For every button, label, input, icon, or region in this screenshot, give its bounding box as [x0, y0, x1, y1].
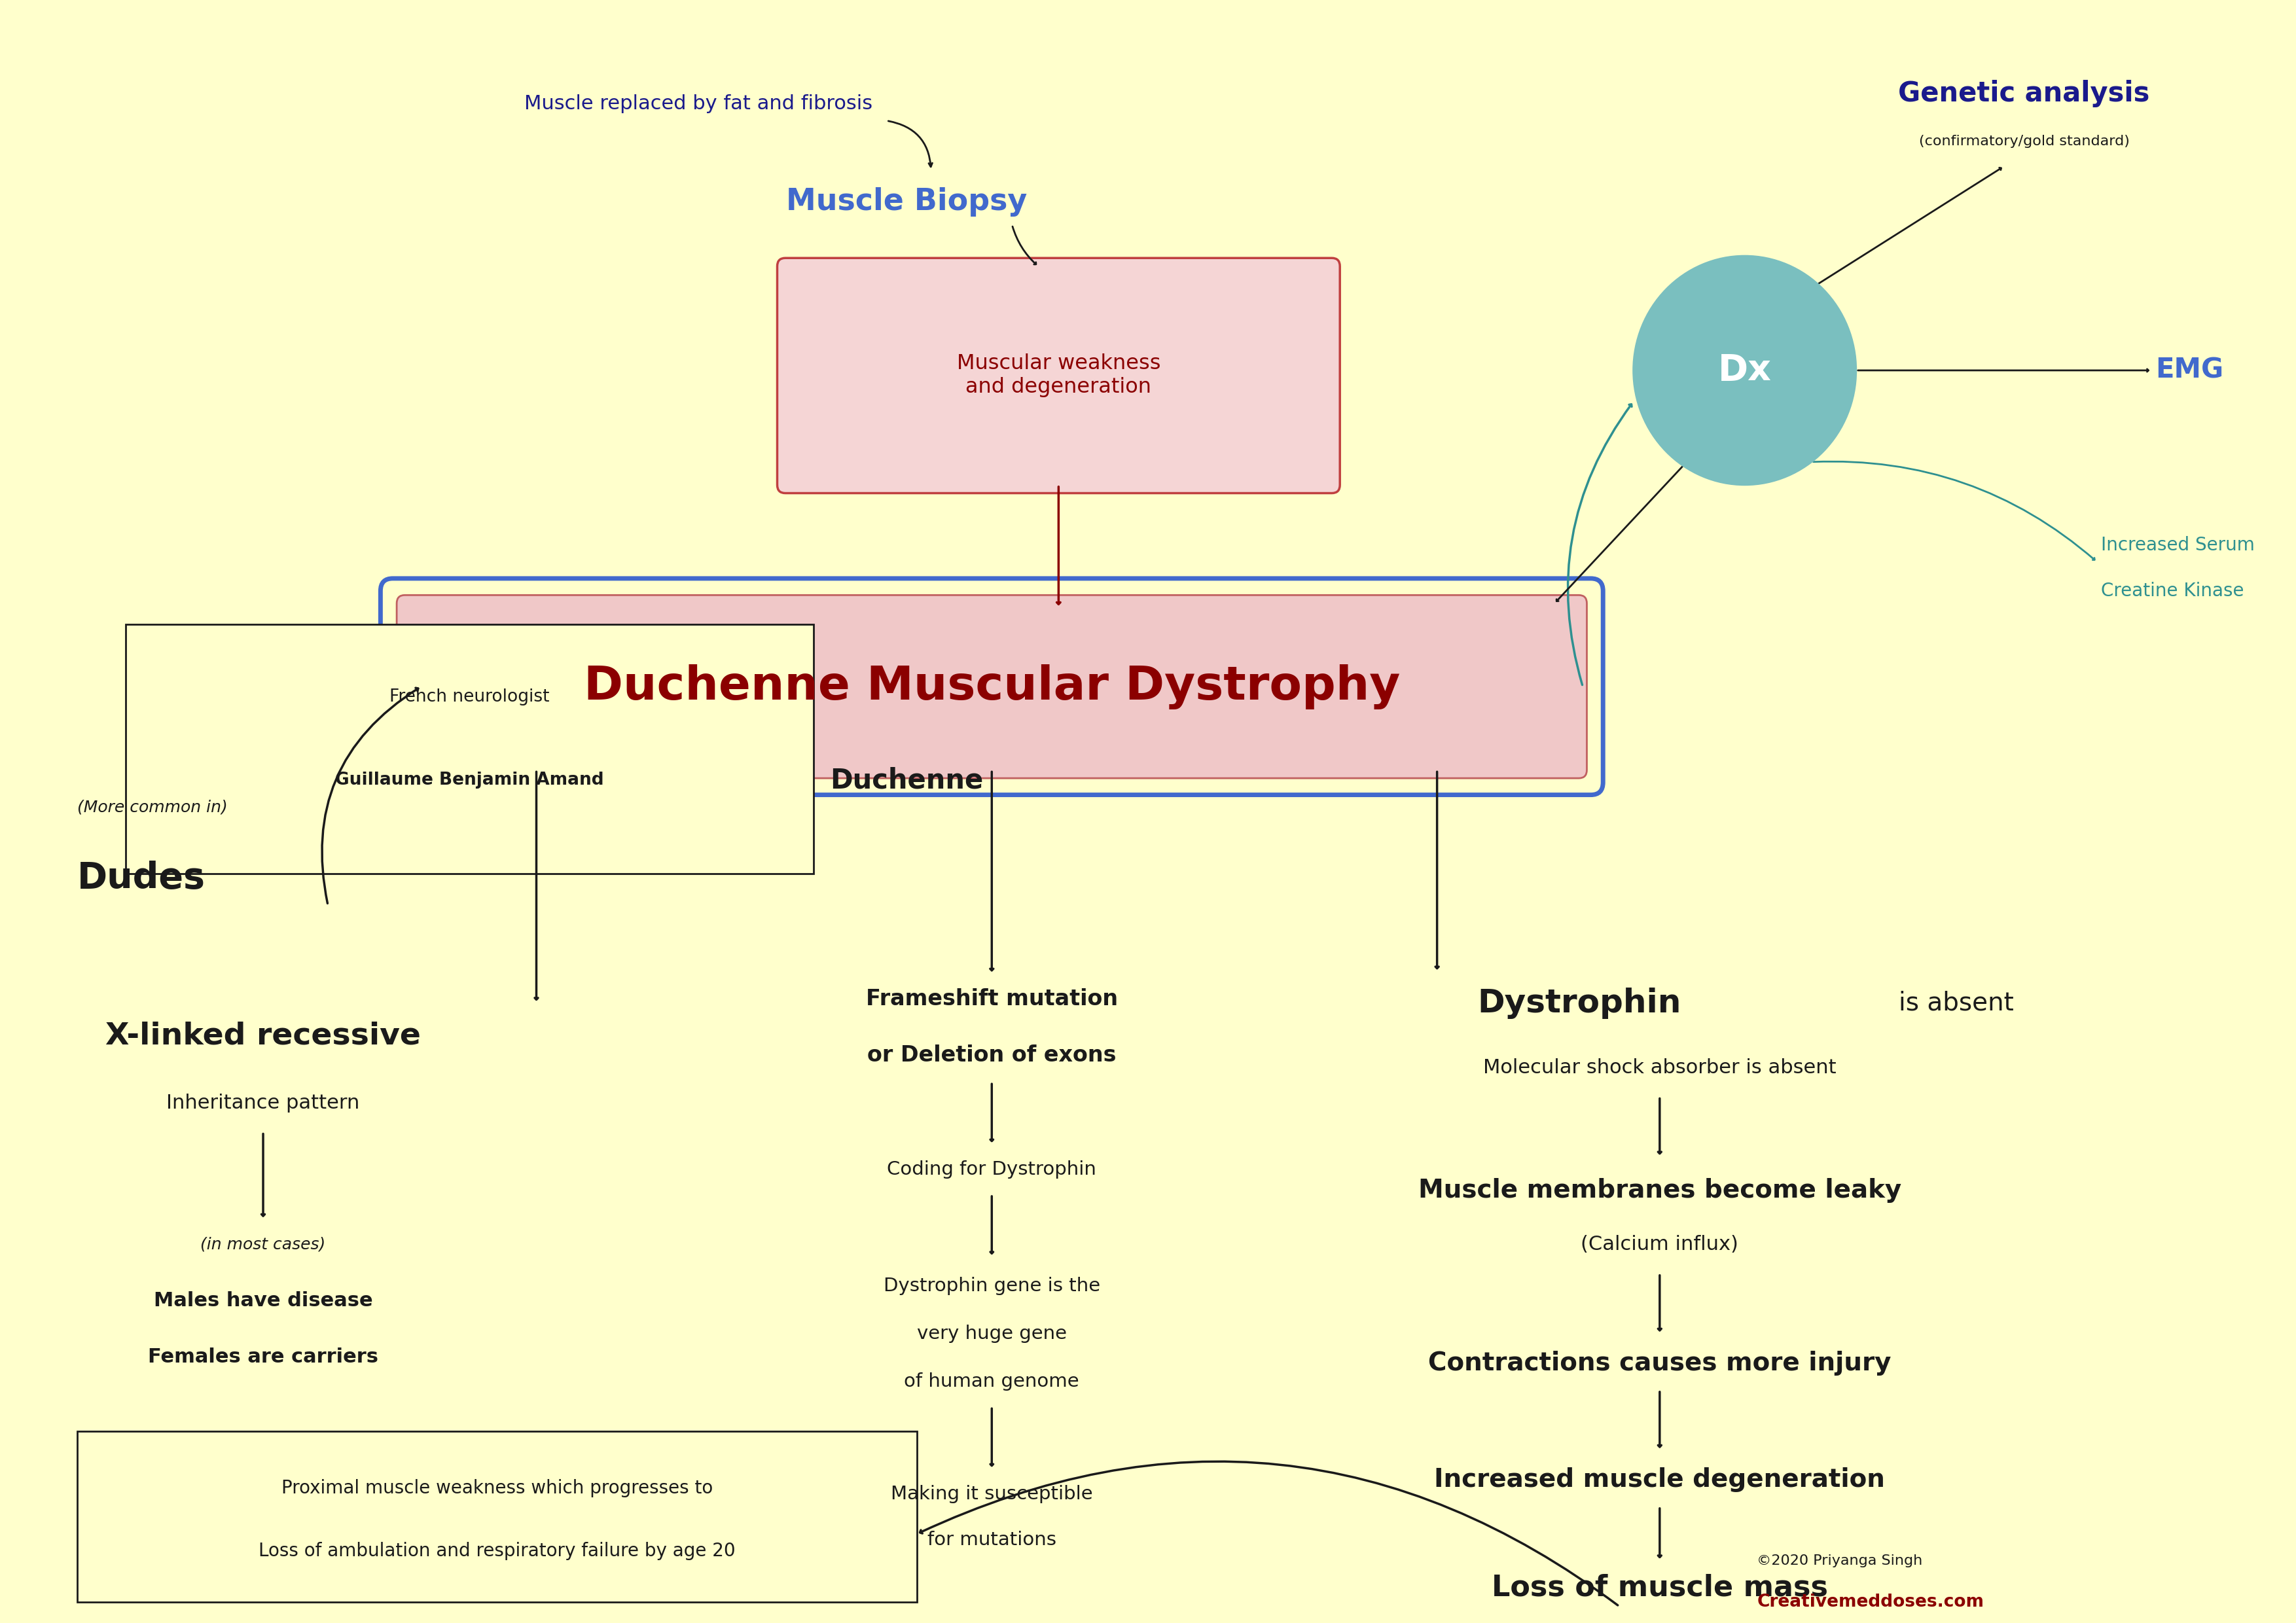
Text: of human genome: of human genome [905, 1373, 1079, 1391]
Text: Muscle Biopsy: Muscle Biopsy [785, 187, 1026, 216]
Text: French neurologist: French neurologist [390, 688, 549, 706]
Text: is absent: is absent [1899, 990, 2014, 1016]
Text: Dudes: Dudes [76, 860, 204, 896]
Text: Dystrophin gene is the: Dystrophin gene is the [884, 1277, 1100, 1295]
Text: EMG: EMG [2156, 357, 2225, 385]
Circle shape [1632, 256, 1855, 485]
Text: Females are carriers: Females are carriers [147, 1347, 379, 1367]
Text: (More common in): (More common in) [76, 800, 227, 815]
Text: very huge gene: very huge gene [916, 1324, 1068, 1342]
Text: Creativemeddoses.com: Creativemeddoses.com [1756, 1594, 1984, 1610]
Text: Coding for Dystrophin: Coding for Dystrophin [886, 1160, 1097, 1178]
Text: for mutations: for mutations [928, 1530, 1056, 1548]
FancyBboxPatch shape [778, 258, 1341, 493]
Text: (confirmatory/gold standard): (confirmatory/gold standard) [1919, 135, 2128, 148]
Text: Duchenne Muscular Dystrophy: Duchenne Muscular Dystrophy [583, 664, 1401, 709]
Text: or Deletion of exons: or Deletion of exons [868, 1044, 1116, 1066]
FancyBboxPatch shape [397, 596, 1587, 777]
Text: Duchenne: Duchenne [829, 766, 983, 794]
Text: (Calcium influx): (Calcium influx) [1582, 1235, 1738, 1255]
Text: ©2020 Priyanga Singh: ©2020 Priyanga Singh [1756, 1555, 1922, 1568]
Text: Increased Serum: Increased Serum [2101, 536, 2255, 555]
Text: Muscular weakness
and degeneration: Muscular weakness and degeneration [957, 354, 1159, 398]
Text: X-linked recessive: X-linked recessive [106, 1021, 420, 1052]
Text: Muscle membranes become leaky: Muscle membranes become leaky [1419, 1178, 1901, 1203]
Text: Increased muscle degeneration: Increased muscle degeneration [1435, 1467, 1885, 1492]
Text: Inheritance pattern: Inheritance pattern [168, 1094, 360, 1112]
Bar [76, 1431, 916, 1602]
Text: Guillaume Benjamin Amand: Guillaume Benjamin Amand [335, 773, 604, 789]
Text: Loss of muscle mass: Loss of muscle mass [1492, 1574, 1828, 1602]
Text: Frameshift mutation: Frameshift mutation [866, 988, 1118, 1010]
Bar [126, 625, 813, 873]
Text: Molecular shock absorber is absent: Molecular shock absorber is absent [1483, 1058, 1837, 1078]
Text: Dx: Dx [1717, 352, 1773, 388]
Text: Proximal muscle weakness which progresses to: Proximal muscle weakness which progresse… [280, 1479, 712, 1496]
Text: Loss of ambulation and respiratory failure by age 20: Loss of ambulation and respiratory failu… [259, 1542, 735, 1560]
Text: Dystrophin: Dystrophin [1479, 987, 1681, 1019]
Text: Creatine Kinase: Creatine Kinase [2101, 581, 2243, 601]
Text: Males have disease: Males have disease [154, 1290, 372, 1310]
Text: Contractions causes more injury: Contractions causes more injury [1428, 1350, 1892, 1375]
Text: Muscle replaced by fat and fibrosis: Muscle replaced by fat and fibrosis [523, 94, 872, 114]
Text: (in most cases): (in most cases) [200, 1237, 326, 1253]
Text: Genetic analysis: Genetic analysis [1899, 80, 2149, 107]
Text: Making it susceptible: Making it susceptible [891, 1485, 1093, 1503]
